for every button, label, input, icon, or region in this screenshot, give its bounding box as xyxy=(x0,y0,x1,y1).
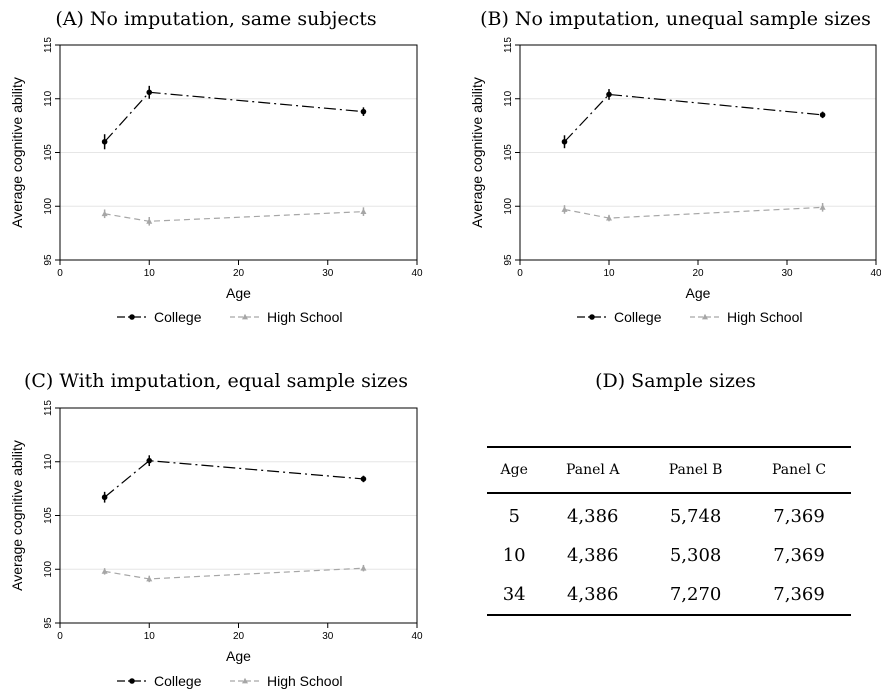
x-axis-label: Age xyxy=(226,285,251,301)
series-line xyxy=(564,93,823,143)
legend-marker xyxy=(242,313,248,320)
x-tick-label: 30 xyxy=(781,268,793,279)
data-point xyxy=(101,568,108,574)
data-point xyxy=(561,206,568,212)
panel-a-title: (A) No imputation, same subjects xyxy=(55,8,377,30)
y-tick-label: 110 xyxy=(43,90,54,106)
data-point xyxy=(146,218,153,224)
y-axis-label: Average cognitive ability xyxy=(469,77,485,228)
y-tick-label: 95 xyxy=(503,254,514,266)
table-cell: 7,369 xyxy=(773,545,825,566)
data-point xyxy=(819,112,826,118)
legend-label: College xyxy=(614,309,662,325)
x-tick-label: 0 xyxy=(57,268,63,279)
legend-label: High School xyxy=(267,309,343,325)
y-tick-label: 115 xyxy=(503,37,514,53)
legend-label: College xyxy=(154,673,202,689)
data-point xyxy=(101,138,108,145)
table-cell: 5 xyxy=(508,506,520,527)
table-cell: 5,748 xyxy=(669,506,722,527)
table-cell: 7,270 xyxy=(669,584,722,605)
data-point xyxy=(146,575,153,582)
series-line xyxy=(104,567,364,580)
y-tick-label: 105 xyxy=(503,144,514,161)
x-tick-label: 20 xyxy=(233,631,245,642)
legend-label: College xyxy=(154,309,202,325)
data-point xyxy=(101,494,108,501)
y-tick-label: 100 xyxy=(43,197,54,214)
data-point xyxy=(360,476,367,482)
table-cell: 4,386 xyxy=(566,584,619,605)
x-axis-label: Age xyxy=(686,285,711,301)
legend-marker xyxy=(129,678,135,684)
data-point xyxy=(360,564,367,571)
data-point xyxy=(606,214,612,221)
y-tick-label: 100 xyxy=(503,197,514,214)
x-tick-label: 30 xyxy=(322,268,334,279)
x-tick-label: 10 xyxy=(603,268,615,279)
x-tick-label: 0 xyxy=(57,631,63,642)
x-tick-label: 40 xyxy=(411,268,423,279)
legend-label: High School xyxy=(727,309,803,325)
table-cell: 4,386 xyxy=(566,545,619,566)
table-cell: 7,369 xyxy=(773,506,825,527)
legend-label: High School xyxy=(267,673,343,689)
series-line xyxy=(104,460,364,498)
y-tick-label: 110 xyxy=(43,453,54,469)
table-header-row: Age Panel A Panel B Panel C xyxy=(487,447,851,493)
table-cell: 10 xyxy=(502,545,526,566)
data-point xyxy=(101,210,108,217)
x-tick-label: 10 xyxy=(144,268,156,279)
column-header: Panel B xyxy=(668,462,723,478)
x-tick-label: 10 xyxy=(144,631,156,642)
table-row: 5 4,386 5,748 7,369 xyxy=(487,493,851,536)
y-tick-label: 95 xyxy=(43,254,54,266)
data-point xyxy=(360,208,367,215)
data-point xyxy=(606,91,612,98)
y-tick-label: 110 xyxy=(503,90,514,106)
x-tick-label: 20 xyxy=(233,268,245,279)
x-axis-label: Age xyxy=(226,648,251,664)
column-header: Panel A xyxy=(565,462,620,478)
x-tick-label: 40 xyxy=(411,631,423,642)
y-tick-label: 105 xyxy=(43,144,54,161)
column-header: Panel C xyxy=(772,462,827,478)
panel-b-title: (B) No imputation, unequal sample sizes xyxy=(480,8,871,30)
legend-marker xyxy=(129,314,135,320)
table-row: 10 4,386 5,308 7,369 xyxy=(487,536,851,575)
table-cell: 7,369 xyxy=(773,584,825,605)
column-header: Age xyxy=(500,462,528,478)
data-point xyxy=(819,204,826,210)
y-tick-label: 115 xyxy=(43,37,54,53)
data-point xyxy=(146,89,153,96)
x-tick-label: 0 xyxy=(517,268,523,279)
table-row: 34 4,386 7,270 7,369 xyxy=(487,575,851,615)
table-cell: 4,386 xyxy=(566,506,619,527)
panel-c-title: (C) With imputation, equal sample sizes xyxy=(23,370,409,392)
data-point xyxy=(360,108,367,115)
panel-d-title: (D) Sample sizes xyxy=(595,370,756,392)
x-tick-label: 20 xyxy=(692,268,704,279)
sample-size-table: Age Panel A Panel B Panel C 5 4,386 5,74… xyxy=(487,446,851,616)
legend-marker xyxy=(589,314,595,320)
legend-marker xyxy=(702,313,708,320)
y-tick-label: 95 xyxy=(43,617,54,629)
data-point xyxy=(561,138,568,145)
x-tick-label: 40 xyxy=(870,268,881,279)
y-tick-label: 105 xyxy=(43,507,54,524)
y-axis-label: Average cognitive ability xyxy=(9,77,25,228)
table-cell: 5,308 xyxy=(669,545,722,566)
y-tick-label: 115 xyxy=(43,400,54,416)
y-axis-label: Average cognitive ability xyxy=(9,440,25,591)
legend-marker xyxy=(242,677,248,684)
x-tick-label: 30 xyxy=(322,631,334,642)
y-tick-label: 100 xyxy=(43,560,54,577)
data-point xyxy=(146,457,153,464)
table-cell: 34 xyxy=(502,584,526,605)
